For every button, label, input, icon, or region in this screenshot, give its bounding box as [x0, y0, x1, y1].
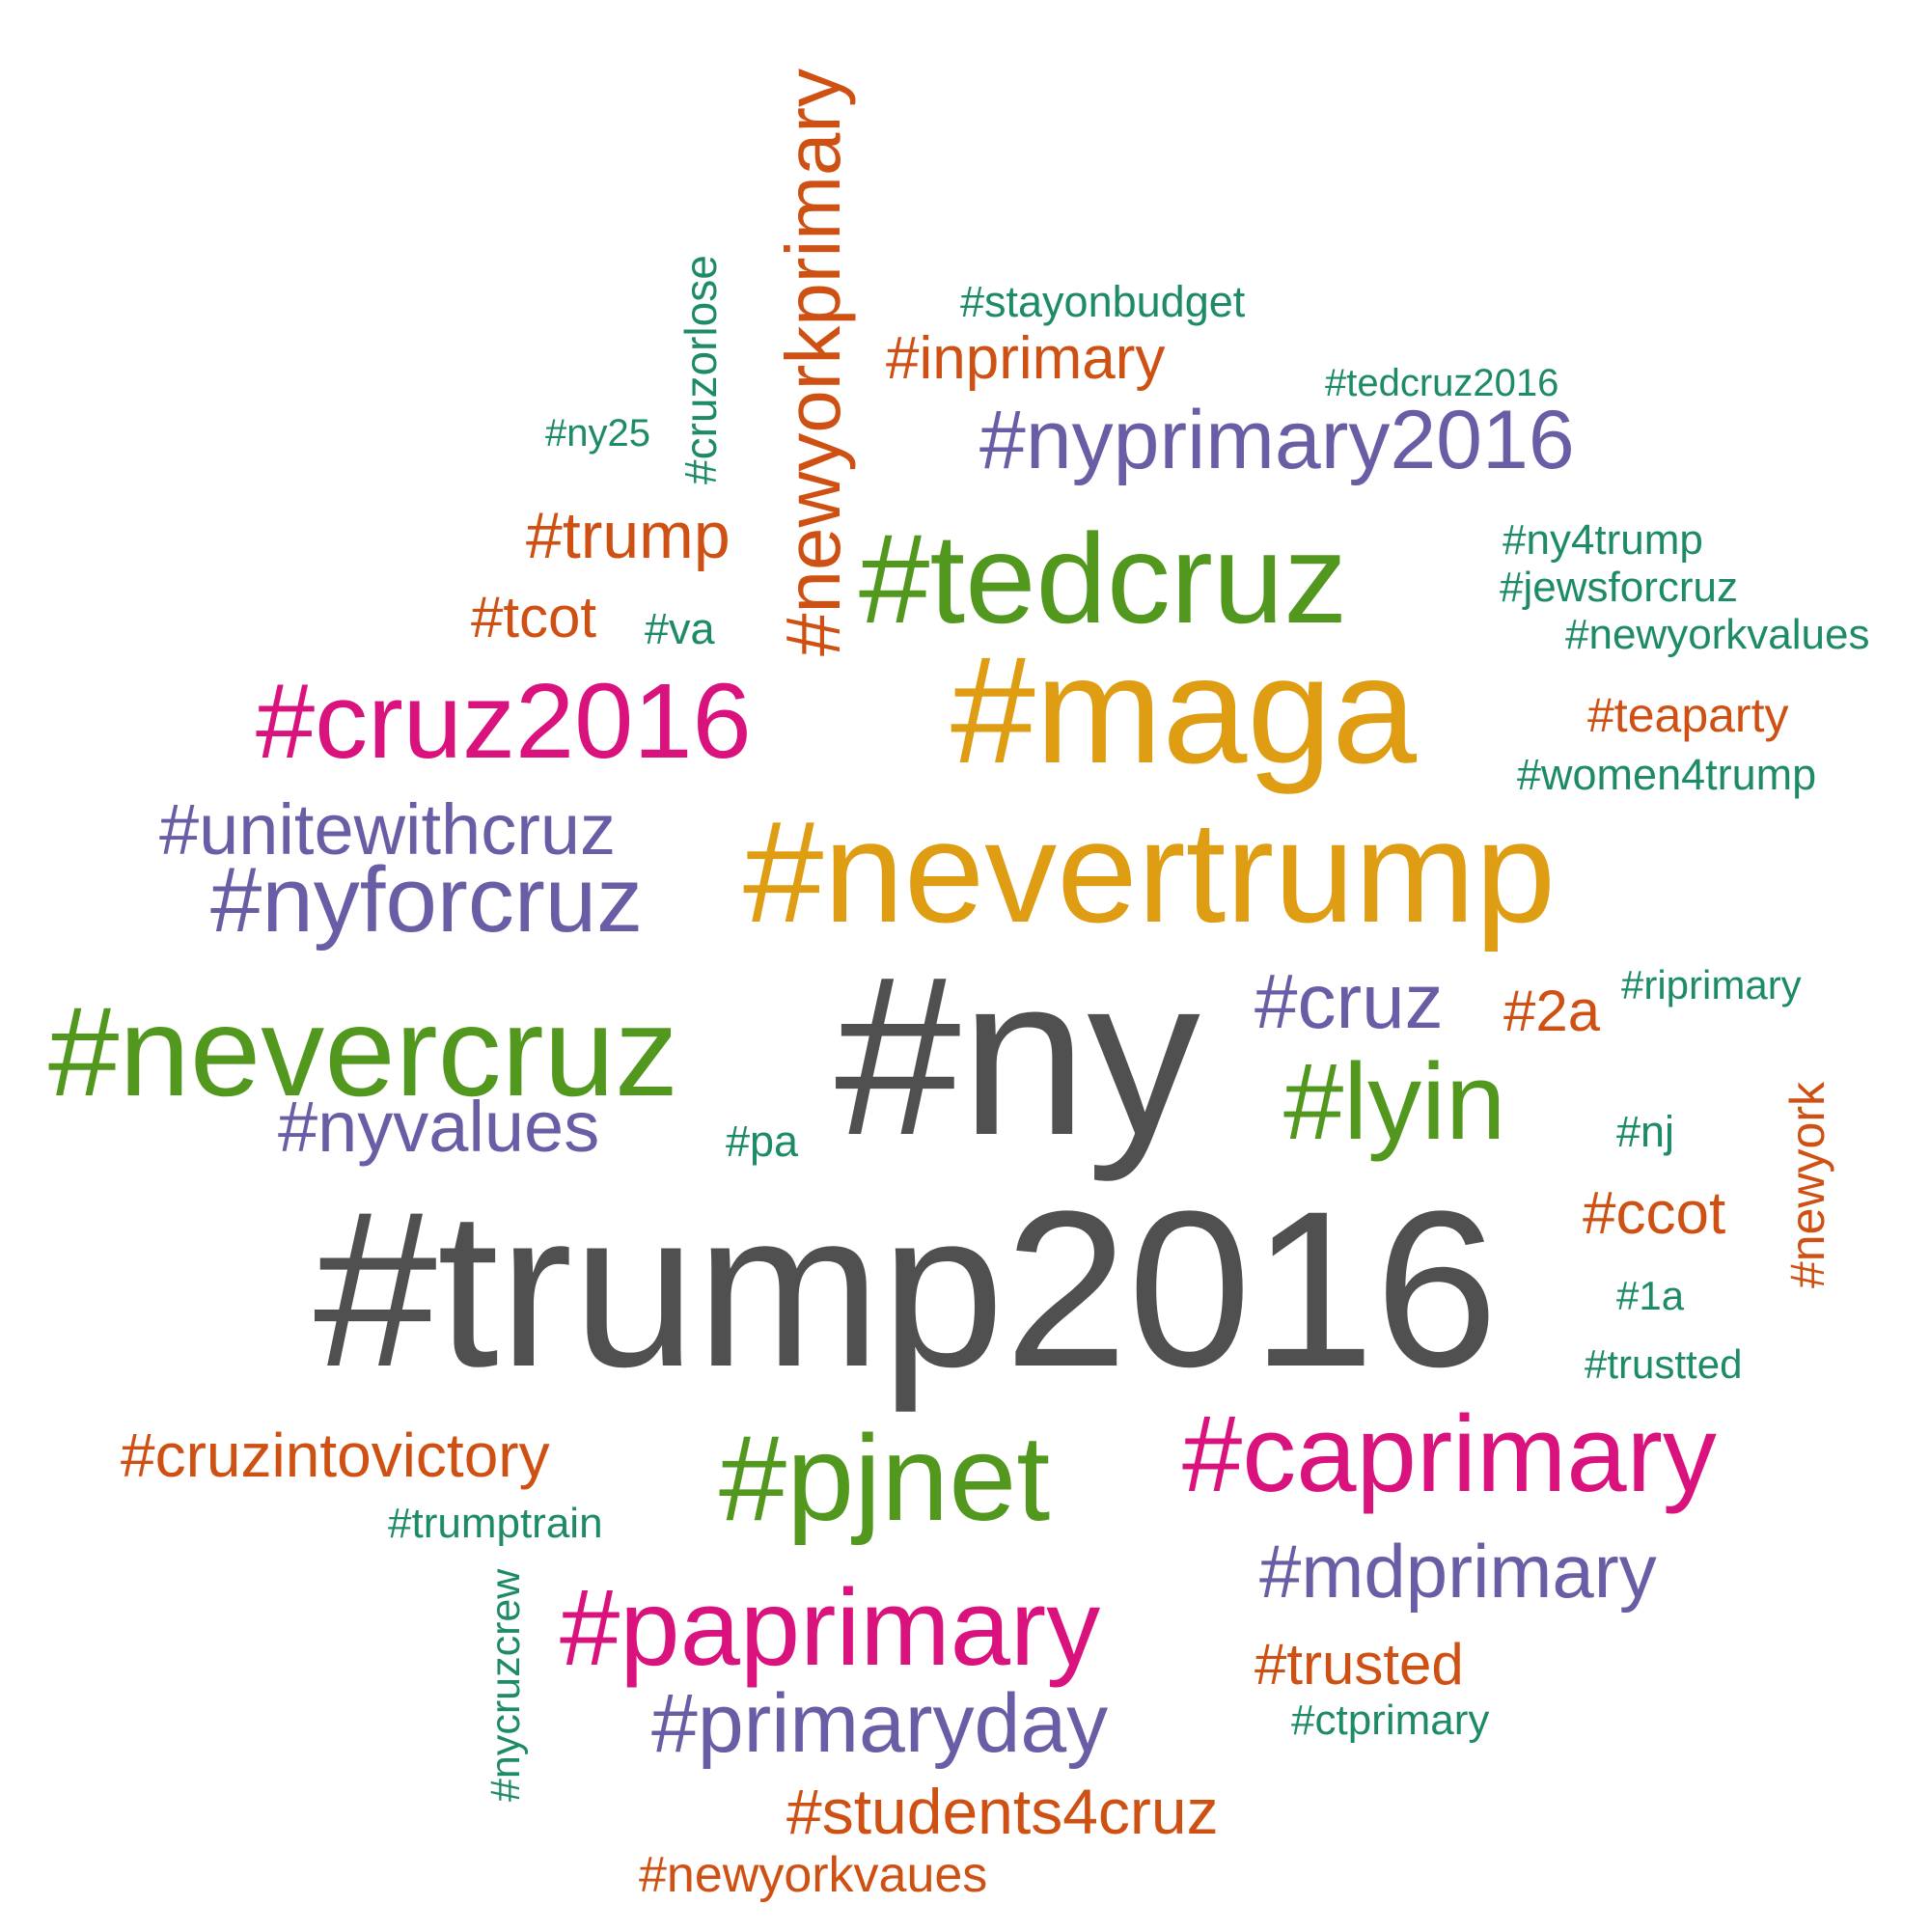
word-nj: #nj: [1616, 1107, 1674, 1156]
word-nevercruz: #nevercruz: [48, 980, 678, 1122]
word-paprimary: #paprimary: [560, 1567, 1100, 1688]
word-stayonbudget: #stayonbudget: [960, 277, 1246, 326]
word-trumptrain: #trumptrain: [388, 1500, 603, 1547]
word-teaparty: #teaparty: [1587, 688, 1788, 742]
word-ccot: #ccot: [1583, 1180, 1725, 1247]
word-mdprimary: #mdprimary: [1259, 1529, 1657, 1614]
word-students4cruz: #students4cruz: [786, 1776, 1219, 1847]
word-unitewithcruz: #unitewithcruz: [159, 789, 616, 869]
word-maga: #maga: [951, 625, 1417, 795]
word-ctprimary: #ctprimary: [1291, 1697, 1489, 1744]
word-cruz: #cruz: [1254, 958, 1444, 1044]
word-tcot: #tcot: [471, 585, 596, 649]
word-primaryday: #primaryday: [651, 1677, 1108, 1770]
word-newyorkvaues: #newyorkvaues: [639, 1847, 987, 1903]
word-ny4trump: #ny4trump: [1503, 516, 1703, 564]
word-1a: #1a: [1616, 1273, 1685, 1318]
word-nycruzcrew: #nycruzcrew: [482, 1568, 529, 1802]
word-trustted: #trustted: [1585, 1341, 1742, 1387]
word-cruzintovictory: #cruzintovictory: [121, 1421, 550, 1490]
word-trump: #trump: [526, 499, 731, 572]
word-cruz2016: #cruz2016: [256, 662, 752, 781]
word-riprimary: #riprimary: [1621, 962, 1802, 1007]
word-newyorkprimary: #newyorkprimary: [770, 69, 856, 656]
word-pa: #pa: [726, 1117, 799, 1166]
word-caprimary: #caprimary: [1182, 1394, 1717, 1514]
word-cruzorlose: #cruzorlose: [676, 255, 726, 484]
word-nyforcruz: #nyforcruz: [210, 848, 643, 952]
word-newyork: #newyork: [1780, 1081, 1834, 1288]
word-va: #va: [645, 604, 716, 653]
word-nyvalues: #nyvalues: [278, 1087, 599, 1167]
word-jewsforcruz: #jewsforcruz: [1500, 564, 1738, 611]
word-pjnet: #pjnet: [719, 1410, 1050, 1546]
word-newyorkvalues: #newyorkvalues: [1565, 611, 1870, 658]
word-2a: #2a: [1503, 979, 1601, 1043]
word-trusted: #trusted: [1254, 1632, 1464, 1697]
word-trump2016: #trump2016: [314, 1165, 1499, 1413]
word-ny25: #ny25: [545, 412, 650, 455]
word-women4trump: #women4trump: [1517, 750, 1816, 799]
word-tedcruz2016: #tedcruz2016: [1325, 362, 1558, 404]
word-tedcruz: #tedcruz: [859, 508, 1347, 649]
word-inprimary: #inprimary: [886, 325, 1165, 392]
word-nyprimary2016: #nyprimary2016: [979, 394, 1575, 486]
word-nevertrump: #nevertrump: [743, 790, 1556, 952]
word-ny: #ny: [835, 928, 1200, 1182]
word-lyin: #lyin: [1283, 1041, 1505, 1162]
